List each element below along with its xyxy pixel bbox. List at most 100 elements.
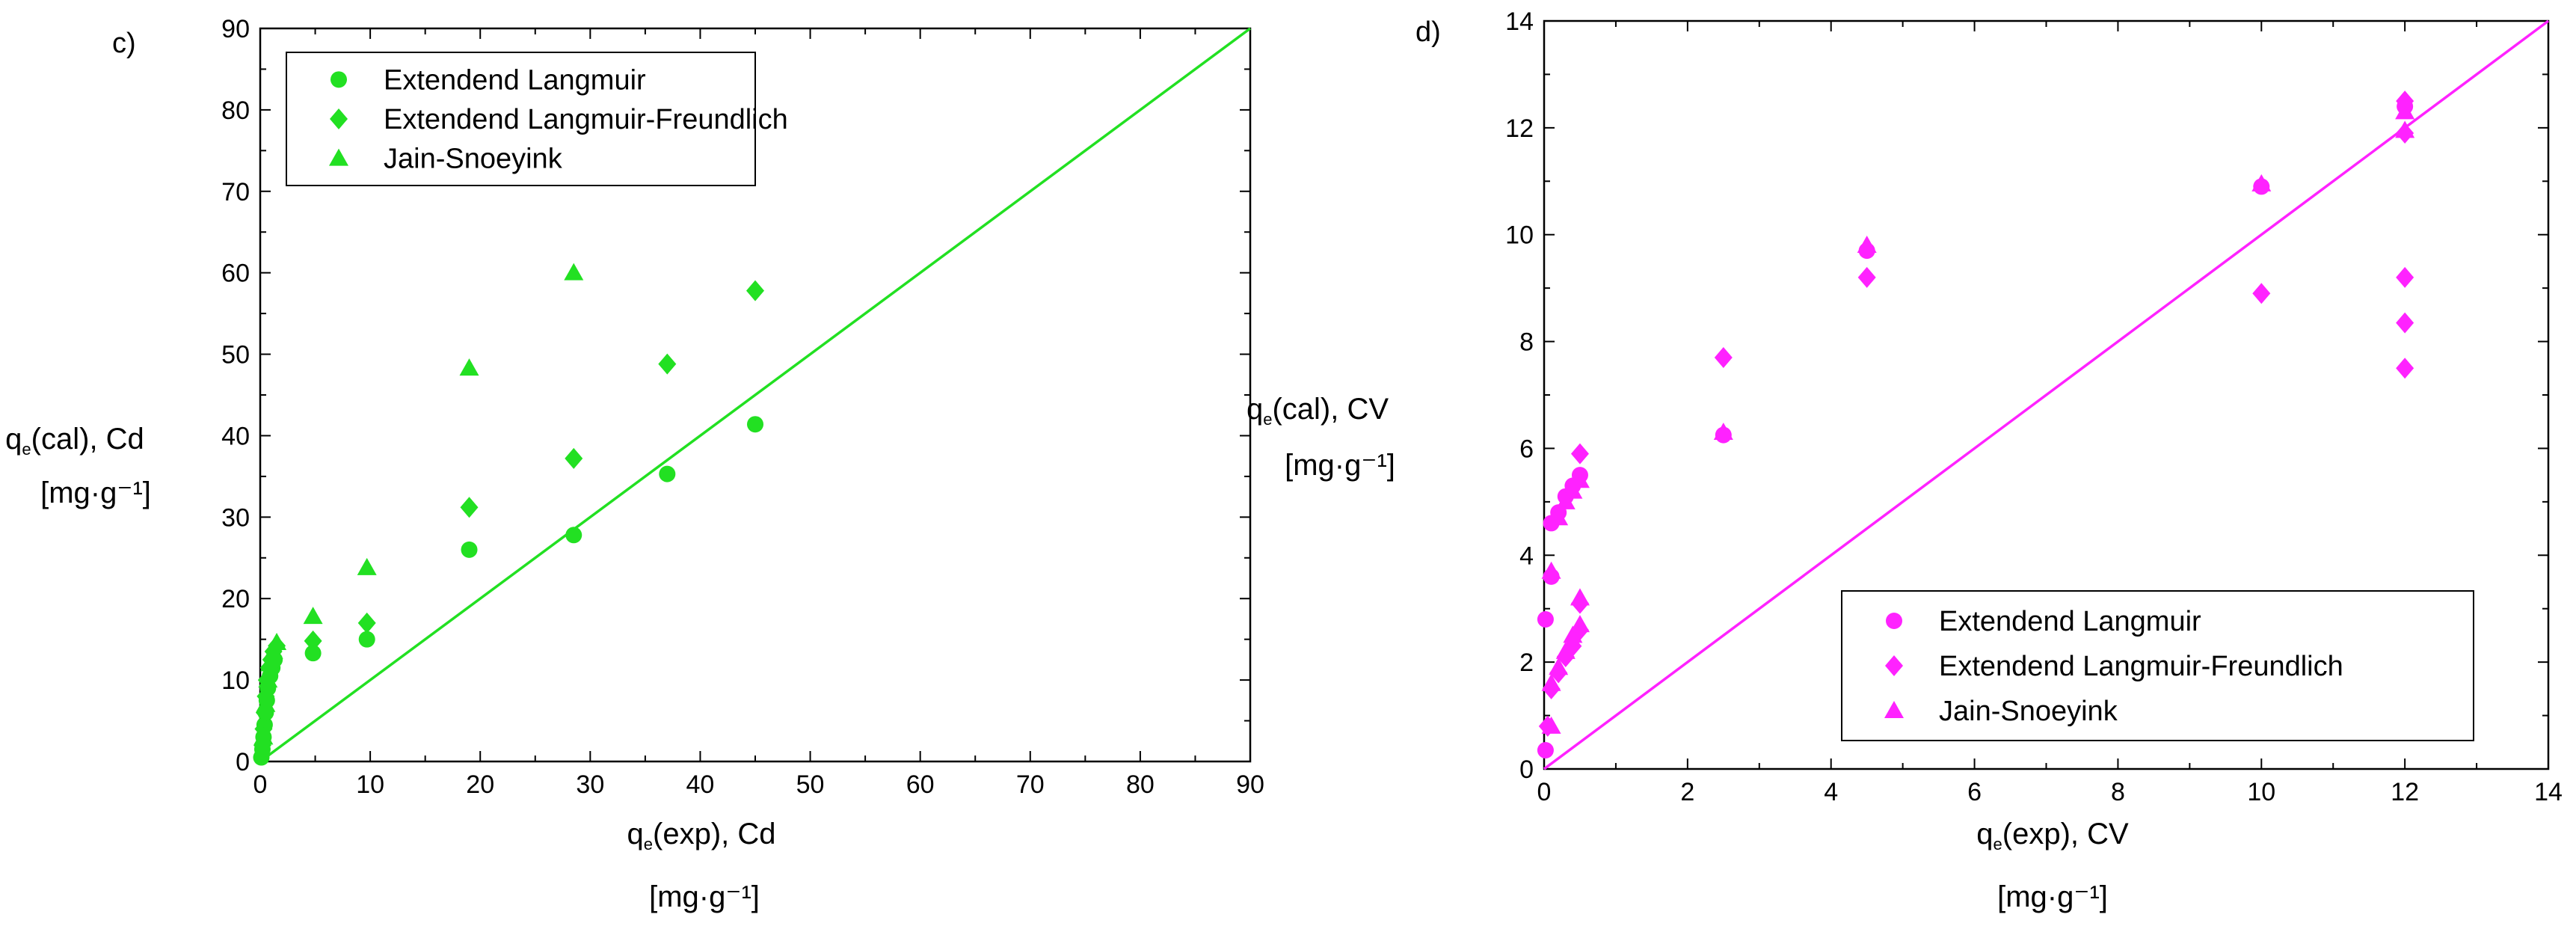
- x-tick-label: 40: [686, 770, 715, 799]
- x-tick-label: 10: [2247, 778, 2275, 806]
- reference-line: [259, 27, 1252, 763]
- legend-label: Extendend Langmuir: [1939, 606, 2201, 637]
- data-point-circle: [565, 527, 582, 544]
- y-tick-label: 12: [1505, 114, 1534, 143]
- legend-marker-triangle: [329, 148, 348, 166]
- legend-marker-circle: [331, 71, 347, 88]
- data-point-circle: [461, 541, 478, 558]
- x-tick-label: 20: [466, 770, 494, 799]
- y-axis-unit: [mg·g⁻¹]: [1285, 449, 1395, 482]
- legend-marker-diamond: [1885, 655, 1903, 676]
- data-point-circle: [659, 465, 676, 482]
- data-point-triangle: [1563, 625, 1583, 643]
- data-point-triangle: [1555, 641, 1576, 659]
- data-point-diamond: [357, 612, 376, 634]
- x-axis-label: qe(exp), CV: [1976, 818, 2129, 853]
- data-point-circle: [1537, 611, 1554, 628]
- reference-line: [1543, 19, 2550, 770]
- legend: Extendend Langmuir Extendend Langmuir-Fre…: [1841, 590, 2474, 741]
- data-point-circle: [1537, 742, 1554, 758]
- y-tick-label: 80: [221, 96, 250, 125]
- y-tick-label: 50: [221, 341, 250, 370]
- panel-label: d): [1415, 16, 1441, 48]
- data-point-triangle: [1570, 615, 1590, 633]
- data-point-triangle: [459, 358, 479, 376]
- legend-box: [1841, 590, 2474, 741]
- y-tick-label: 30: [221, 503, 250, 532]
- legend-box: [286, 52, 756, 186]
- data-point-triangle: [1541, 716, 1561, 734]
- x-tick-label: 0: [1537, 778, 1552, 806]
- data-point-diamond: [2396, 266, 2414, 288]
- data-point-diamond: [658, 353, 677, 375]
- y-axis-label: qe(cal), Cd: [5, 423, 144, 459]
- legend-label: Extendend Langmuir-Freundlich: [1939, 651, 2343, 682]
- x-tick-label: 80: [1126, 770, 1155, 799]
- y-axis-unit: [mg·g⁻¹]: [40, 476, 151, 509]
- y-axis-label: qe(cal), CV: [1246, 393, 1389, 429]
- series-2: [1541, 102, 2415, 734]
- data-point-triangle: [2395, 102, 2415, 120]
- data-point-triangle: [303, 607, 323, 625]
- legend-label: Jain-Snoeyink: [1939, 696, 2118, 727]
- x-tick-label: 2: [1680, 778, 1694, 806]
- data-point-triangle: [1549, 508, 1569, 526]
- y-tick-label: 0: [236, 748, 250, 776]
- data-point-diamond: [304, 630, 322, 652]
- x-tick-label: 14: [2534, 778, 2563, 806]
- y-tick-label: 8: [1519, 328, 1534, 357]
- data-point-diamond: [1570, 443, 1589, 465]
- legend-label: Extendend Langmuir-Freundlich: [384, 104, 788, 135]
- data-point-triangle: [1555, 491, 1576, 509]
- data-point-triangle: [258, 670, 278, 688]
- y-tick-label: 0: [1519, 755, 1534, 784]
- data-point-diamond: [1714, 347, 1733, 368]
- data-point-circle: [358, 631, 375, 648]
- y-tick-label: 90: [221, 15, 250, 43]
- y-tick-label: 2: [1519, 649, 1534, 677]
- data-point-triangle: [1570, 588, 1590, 606]
- data-point-diamond: [460, 497, 479, 518]
- data-point-triangle: [263, 642, 283, 659]
- data-point-triangle: [260, 654, 280, 672]
- y-tick-label: 4: [1519, 542, 1534, 570]
- data-point-triangle: [1857, 236, 1877, 253]
- data-point-triangle: [1541, 673, 1561, 691]
- data-point-triangle: [1541, 561, 1561, 579]
- y-tick-label: 10: [1505, 221, 1534, 250]
- legend-label: Jain-Snoeyink: [384, 144, 563, 175]
- data-point-diamond: [746, 280, 764, 301]
- data-point-triangle: [267, 633, 287, 651]
- data-point-diamond: [2396, 91, 2414, 112]
- data-point-diamond: [2396, 312, 2414, 334]
- legend: Extendend Langmuir Extendend Langmuir-Fre…: [286, 52, 788, 186]
- data-point-circle: [304, 645, 322, 662]
- data-point-diamond: [2252, 283, 2271, 304]
- data-point-diamond: [2396, 358, 2414, 379]
- x-tick-label: 30: [576, 770, 604, 799]
- data-point-diamond: [565, 447, 583, 469]
- x-axis-label: qe(exp), Cd: [627, 818, 776, 853]
- y-tick-label: 20: [221, 585, 250, 613]
- legend-marker-triangle: [1884, 701, 1904, 718]
- data-point-triangle: [1570, 471, 1590, 488]
- data-point-circle: [747, 416, 763, 433]
- data-point-triangle: [357, 557, 377, 575]
- x-tick-label: 8: [2111, 778, 2125, 806]
- x-axis-unit: [mg·g⁻¹]: [649, 880, 760, 913]
- data-point-triangle: [2251, 174, 2272, 191]
- data-point-triangle: [253, 727, 274, 745]
- x-tick-label: 0: [253, 770, 268, 799]
- series-2: [253, 263, 584, 745]
- x-axis-unit: [mg·g⁻¹]: [1997, 880, 2108, 913]
- y-tick-label: 6: [1519, 435, 1534, 463]
- x-tick-label: 70: [1016, 770, 1045, 799]
- x-tick-label: 12: [2391, 778, 2419, 806]
- x-tick-label: 10: [356, 770, 384, 799]
- data-point-triangle: [1563, 481, 1583, 499]
- y-tick-label: 14: [1505, 7, 1534, 36]
- y-tick-label: 60: [221, 260, 250, 288]
- panel-label: c): [112, 28, 136, 59]
- y-tick-label: 70: [221, 178, 250, 206]
